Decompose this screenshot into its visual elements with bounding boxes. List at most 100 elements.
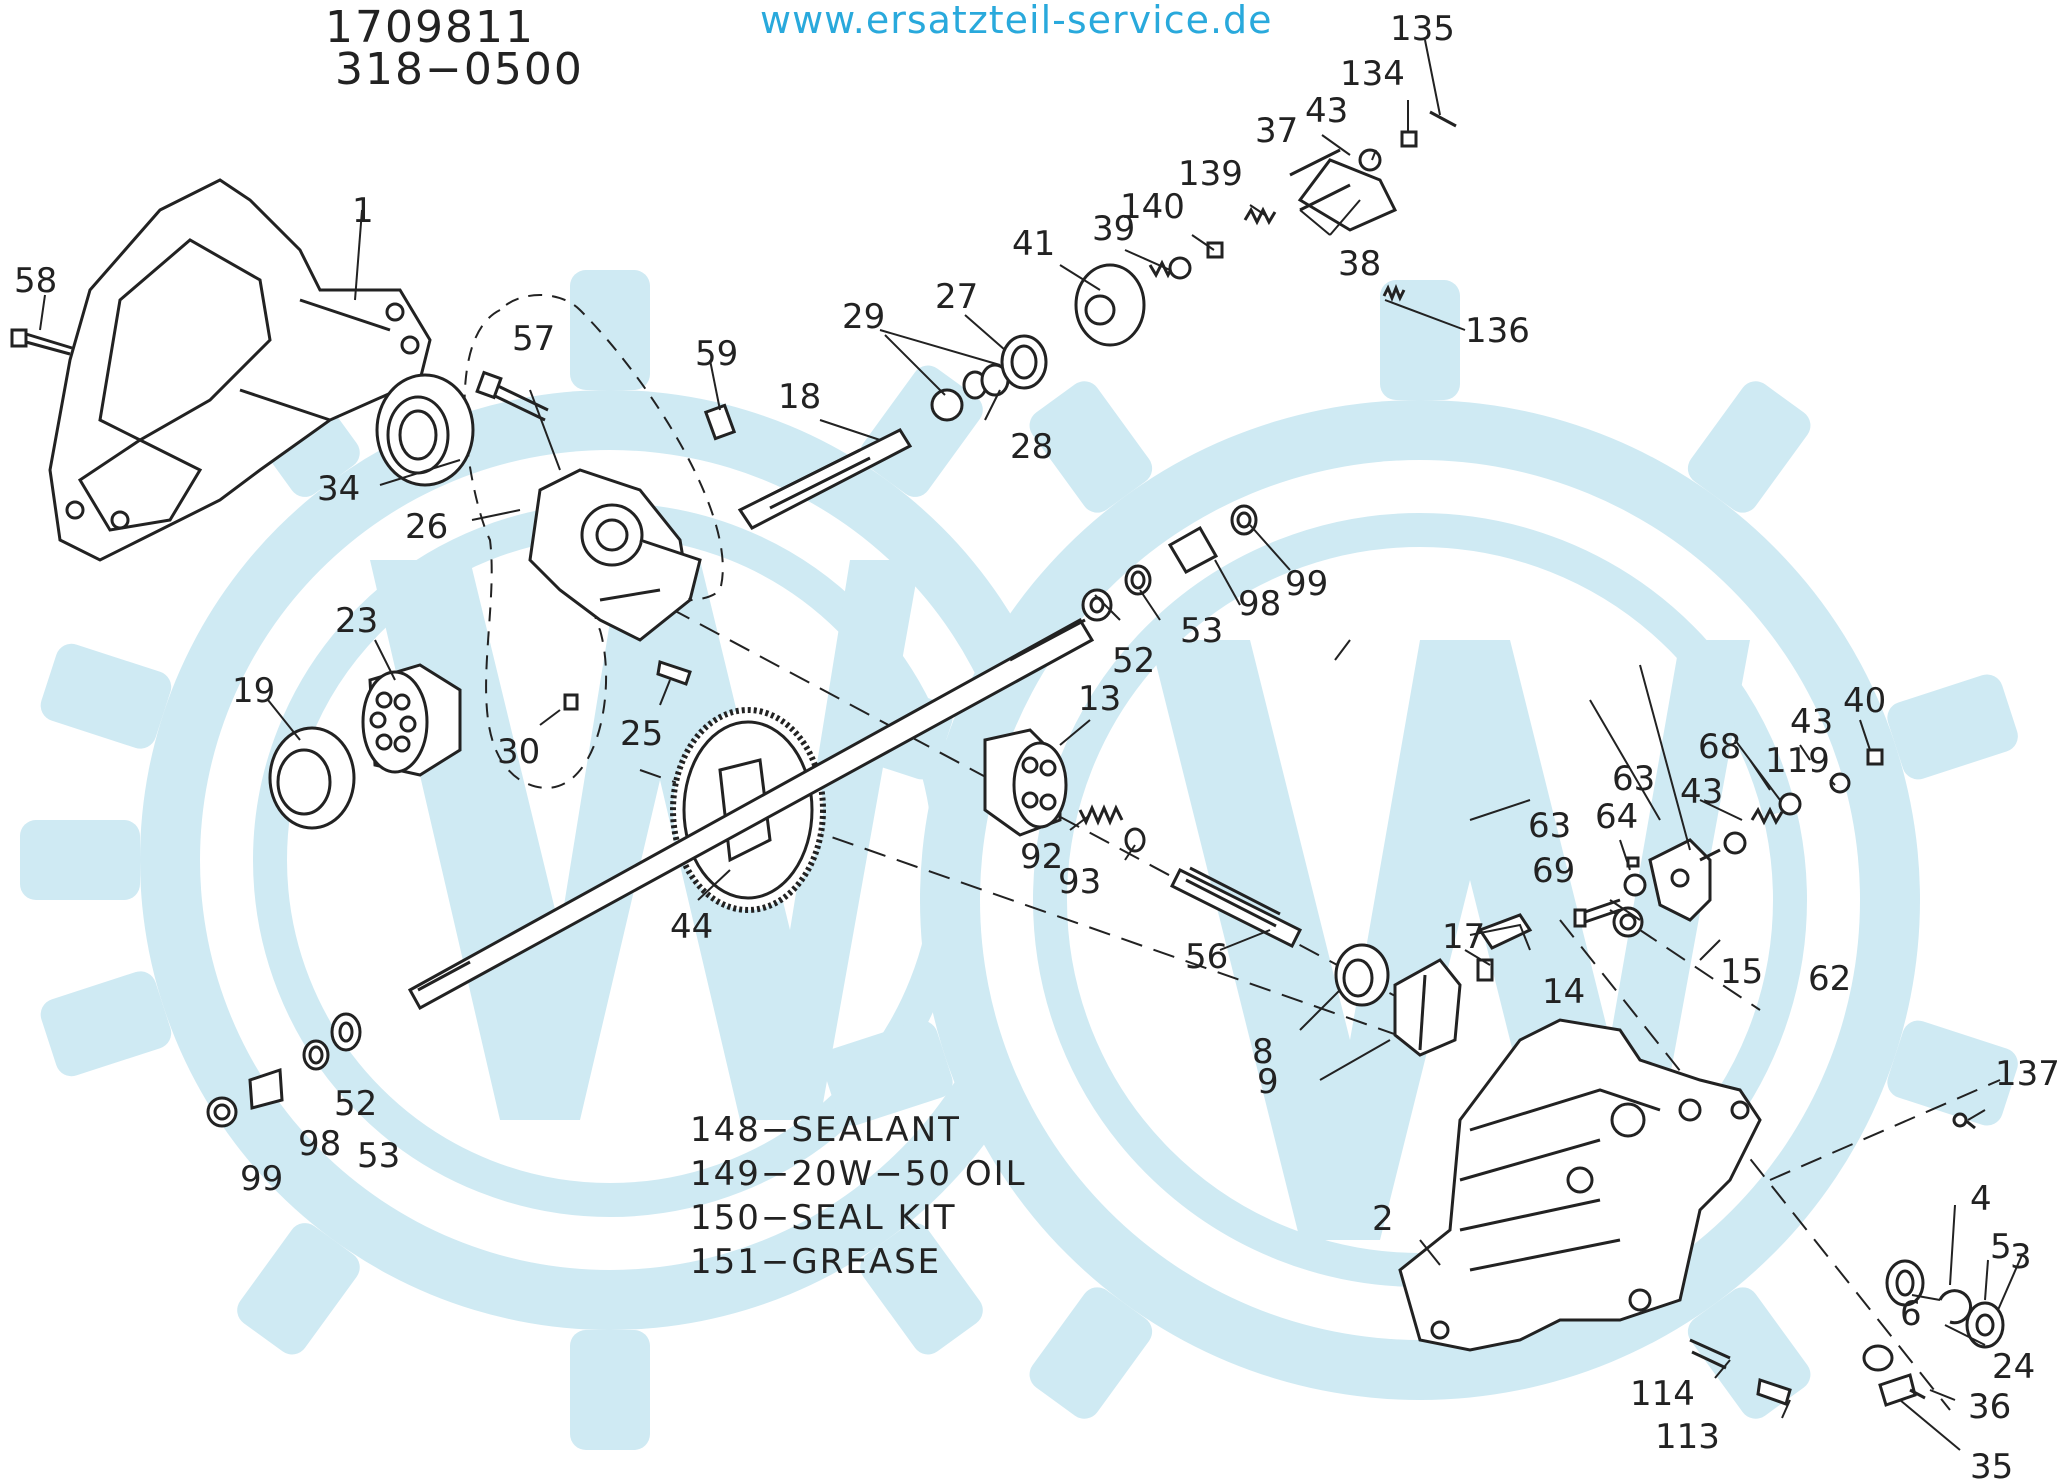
- note-sealant: 148−SEALANT: [690, 1110, 961, 1150]
- callout-25: 25: [620, 714, 663, 754]
- axle-shaft: [407, 617, 1095, 1011]
- callout-41: 41: [1012, 224, 1055, 264]
- part-58-bolt: [10, 328, 73, 356]
- part-69-bolt: [1573, 898, 1621, 928]
- callout-1: 1: [352, 191, 374, 231]
- callout-4: 4: [1970, 1179, 1992, 1219]
- callout-99-upper: 99: [1285, 564, 1328, 604]
- callout-98-upper: 98: [1238, 584, 1281, 624]
- callout-52-lower: 52: [334, 1084, 377, 1124]
- left-washers: [206, 1012, 362, 1128]
- callout-24: 24: [1992, 1347, 2035, 1387]
- callout-119: 119: [1765, 741, 1830, 781]
- part-25-pin: [656, 660, 692, 686]
- part-57-bolt: [475, 370, 549, 422]
- callout-3: 3: [2010, 1237, 2032, 1277]
- model-number: 318−0500: [335, 44, 584, 95]
- callout-69: 69: [1532, 851, 1575, 891]
- callout-43-top: 43: [1305, 91, 1348, 131]
- part-2-right-housing: [1398, 1018, 1762, 1352]
- part-56-shaft: [1169, 866, 1303, 949]
- callout-62: 62: [1808, 959, 1851, 999]
- upper-washers: [1081, 504, 1258, 622]
- part-9-swashplate: [1393, 958, 1462, 1057]
- callout-56: 56: [1185, 937, 1228, 977]
- callout-18: 18: [778, 377, 821, 417]
- callout-113: 113: [1655, 1417, 1720, 1457]
- callout-136: 136: [1465, 311, 1530, 351]
- callout-30: 30: [497, 732, 540, 772]
- part-8-thrust-bearing: [1334, 943, 1390, 1007]
- callout-98-lower: 98: [298, 1124, 341, 1164]
- callout-17: 17: [1442, 917, 1485, 957]
- part-26-center-section: [528, 468, 702, 642]
- note-grease: 151−GREASE: [690, 1242, 942, 1282]
- callout-36: 36: [1968, 1387, 2011, 1427]
- callout-9: 9: [1257, 1062, 1279, 1102]
- right-small-parts: [1623, 748, 1884, 897]
- callout-15: 15: [1720, 952, 1763, 992]
- part-92-spring: [1078, 804, 1124, 826]
- callout-93: 93: [1058, 862, 1101, 902]
- website-link[interactable]: www.ersatzteil-service.de: [760, 0, 1273, 42]
- part-13-motor-block: [983, 728, 1068, 837]
- callout-19: 19: [232, 671, 275, 711]
- callout-37: 37: [1255, 111, 1298, 151]
- callout-28: 28: [1010, 427, 1053, 467]
- note-seal-kit: 150−SEAL KIT: [690, 1198, 957, 1238]
- callout-29: 29: [842, 297, 885, 337]
- callout-99-lower: 99: [240, 1159, 283, 1199]
- callout-114: 114: [1630, 1374, 1695, 1414]
- callout-38: 38: [1338, 244, 1381, 284]
- callout-137: 137: [1995, 1054, 2060, 1094]
- callout-135: 135: [1390, 9, 1455, 49]
- callout-27: 27: [935, 277, 978, 317]
- top-upper-parts: [930, 110, 1457, 422]
- callout-40: 40: [1843, 681, 1886, 721]
- part-19-thrust-bearing: [268, 726, 356, 830]
- callout-140: 140: [1120, 187, 1185, 227]
- callout-44: 44: [670, 907, 713, 947]
- callout-57: 57: [512, 319, 555, 359]
- callout-numbers: 1 2 3 4 5 6 8 9 13 14 15 17 18 19 23 24 …: [14, 9, 2060, 1480]
- note-oil: 149−20W−50 OIL: [690, 1154, 1027, 1194]
- callout-68: 68: [1698, 727, 1741, 767]
- callout-59: 59: [695, 334, 738, 374]
- callout-139: 139: [1178, 154, 1243, 194]
- part-1-left-housing: [48, 178, 432, 562]
- part-30-key: [563, 693, 579, 711]
- notes-list: 148−SEALANT 149−20W−50 OIL 150−SEAL KIT …: [690, 1108, 1027, 1284]
- callout-63-upper: 63: [1612, 759, 1655, 799]
- callout-43-mid: 43: [1680, 772, 1723, 812]
- callout-13: 13: [1078, 679, 1121, 719]
- callout-pointers: [39, 39, 2023, 1451]
- callout-35: 35: [1970, 1447, 2013, 1480]
- callout-6: 6: [1900, 1294, 1922, 1334]
- callout-8: 8: [1252, 1032, 1274, 1072]
- callout-52-upper: 52: [1112, 641, 1155, 681]
- part-59-pin: [703, 403, 737, 441]
- part-23-cylinder-block: [361, 663, 462, 777]
- callout-43-right: 43: [1790, 702, 1833, 742]
- callout-5: 5: [1990, 1227, 2012, 1267]
- callout-39: 39: [1092, 209, 1135, 249]
- callout-26: 26: [405, 507, 448, 547]
- callout-58: 58: [14, 261, 57, 301]
- document-number: 1709811: [325, 2, 535, 53]
- callout-63-lower: 63: [1528, 806, 1571, 846]
- part-34-bearing: [375, 373, 475, 487]
- callout-14: 14: [1542, 972, 1585, 1012]
- callout-64: 64: [1595, 797, 1638, 837]
- part-15-seal: [1612, 906, 1644, 938]
- part-62-control-arm: [1648, 838, 1721, 922]
- callout-34: 34: [317, 469, 360, 509]
- callout-2: 2: [1372, 1199, 1394, 1239]
- callout-23: 23: [335, 601, 378, 641]
- callout-92: 92: [1020, 837, 1063, 877]
- bottom-right-parts: [1689, 1112, 2005, 1407]
- part-18-input-shaft: [737, 428, 913, 530]
- callout-53-lower: 53: [357, 1136, 400, 1176]
- callout-134: 134: [1340, 54, 1405, 94]
